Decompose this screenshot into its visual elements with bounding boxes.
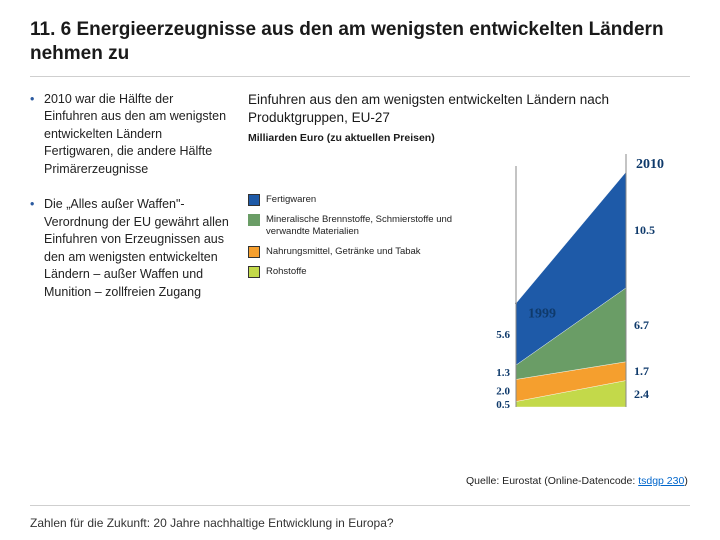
value-left-fertigwaren: 5.6	[496, 329, 510, 341]
value-right-nahrung: 1.7	[634, 364, 649, 378]
value-left-nahrung: 2.0	[496, 386, 510, 398]
legend-swatch	[248, 266, 260, 278]
bullet-dot: •	[30, 196, 40, 301]
chart-column: Einfuhren aus den am wenigsten entwickel…	[248, 91, 690, 488]
bullet-item: •2010 war die Hälfte der Einfuhren aus d…	[30, 91, 230, 179]
chart-title: Einfuhren aus den am wenigsten entwickel…	[248, 91, 690, 129]
value-right-rohstoffe: 2.4	[634, 387, 649, 401]
legend-label: Mineralische Brennstoffe, Schmierstoffe …	[266, 214, 466, 238]
legend-swatch	[248, 214, 260, 226]
year-label-1999: 1999	[528, 307, 556, 322]
chart-subtitle: Milliarden Euro (zu aktuellen Preisen)	[248, 132, 690, 144]
legend-row: Rohstoffe	[248, 266, 466, 278]
legend-label: Rohstoffe	[266, 266, 307, 278]
year-label-2010: 2010	[636, 157, 664, 172]
source-suffix: )	[684, 475, 688, 487]
main-content: •2010 war die Hälfte der Einfuhren aus d…	[30, 91, 690, 488]
page-title: 11. 6 Energieerzeugnisse aus den am weni…	[30, 18, 690, 77]
legend-swatch	[248, 194, 260, 206]
bullet-dot: •	[30, 91, 40, 179]
source-link[interactable]: tsdgp 230	[638, 475, 684, 487]
legend-label: Fertigwaren	[266, 194, 316, 206]
bullet-text: 2010 war die Hälfte der Einfuhren aus de…	[40, 91, 230, 179]
legend-label: Nahrungsmittel, Getränke und Tabak	[266, 246, 421, 258]
bullet-item: •Die „Alles außer Waffen"-Verordnung der…	[30, 196, 230, 301]
chart-svg-container: 1999 2010 0.5 2.0 1.3 5.6 2.4 1.7 6.7 10.5	[466, 152, 690, 469]
chart-area: Fertigwaren Mineralische Brennstoffe, Sch…	[248, 152, 690, 469]
legend-row: Fertigwaren	[248, 194, 466, 206]
chart-legend: Fertigwaren Mineralische Brennstoffe, Sch…	[248, 152, 466, 469]
value-left-rohstoffe: 0.5	[496, 400, 510, 412]
bullet-text: Die „Alles außer Waffen"-Verordnung der …	[40, 196, 230, 301]
value-left-mineral: 1.3	[496, 368, 510, 380]
source-line: Quelle: Eurostat (Online-Datencode: tsdg…	[466, 475, 690, 487]
stacked-area-chart: 1999 2010 0.5 2.0 1.3 5.6 2.4 1.7 6.7 10.5	[466, 152, 676, 432]
legend-swatch	[248, 246, 260, 258]
legend-row: Mineralische Brennstoffe, Schmierstoffe …	[248, 214, 466, 238]
page-footer: Zahlen für die Zukunft: 20 Jahre nachhal…	[30, 505, 690, 530]
value-right-mineral: 6.7	[634, 318, 649, 332]
legend-row: Nahrungsmittel, Getränke und Tabak	[248, 246, 466, 258]
value-right-fertigwaren: 10.5	[634, 223, 655, 237]
source-prefix: Quelle: Eurostat (Online-Datencode:	[466, 475, 638, 487]
bullets-column: •2010 war die Hälfte der Einfuhren aus d…	[30, 91, 230, 488]
